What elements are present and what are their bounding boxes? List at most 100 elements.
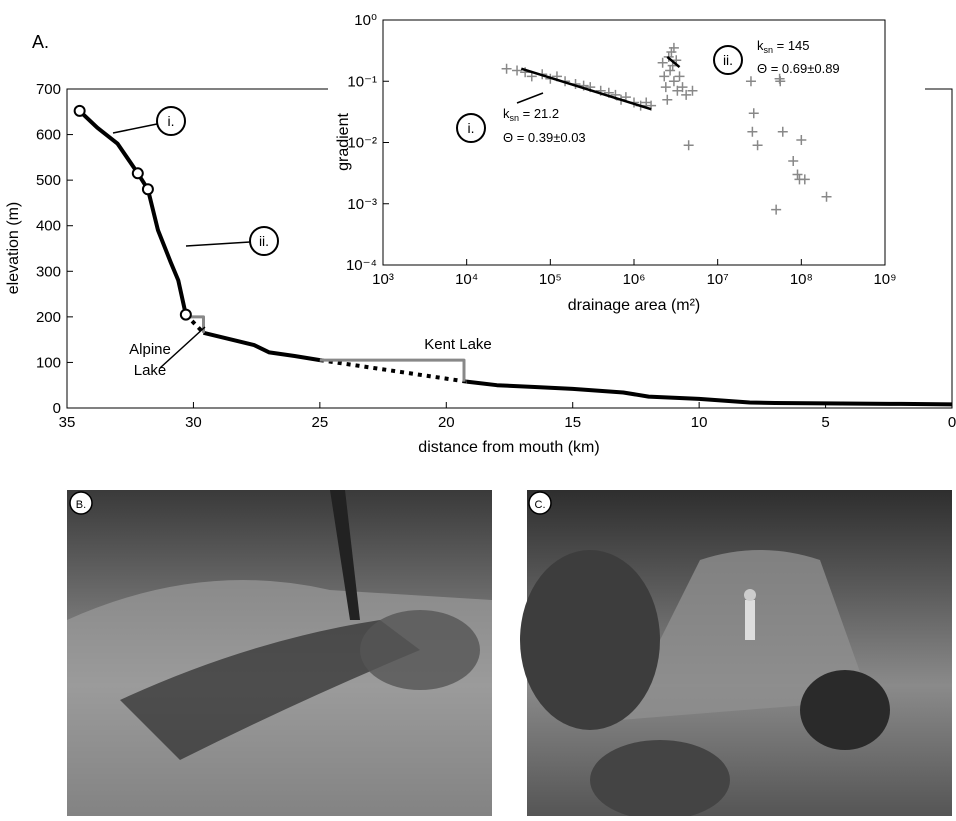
data-point — [668, 76, 679, 87]
y-tick-label: 300 — [36, 263, 61, 280]
annotation: ii. — [259, 233, 269, 249]
data-point — [677, 82, 688, 93]
y-tick-label: 200 — [36, 309, 61, 326]
profile-line — [520, 67, 652, 111]
data-point — [821, 191, 832, 202]
panel-label: B. — [76, 499, 86, 511]
knickpoint-marker — [179, 308, 192, 321]
data-point — [659, 71, 670, 82]
x-tick-label: 0 — [948, 414, 956, 431]
data-point — [777, 126, 788, 137]
x-tick-label: 20 — [438, 414, 455, 431]
y-tick-label: 100 — [36, 354, 61, 371]
x-axis-label: drainage area (m²) — [568, 297, 701, 314]
dotted-profile — [184, 313, 467, 384]
data-point — [672, 85, 683, 96]
x-axis-label: distance from mouth (km) — [418, 439, 599, 456]
data-point — [662, 94, 673, 105]
data-point — [775, 76, 786, 87]
panel-label: C. — [535, 499, 546, 511]
y-tick-label: 400 — [36, 218, 61, 235]
data-point — [668, 42, 679, 53]
annotation: ksn = 21.2 — [503, 106, 559, 123]
x-tick-label: 5 — [821, 414, 829, 431]
y-tick-label: 700 — [36, 81, 61, 98]
y-tick-label: 500 — [36, 172, 61, 189]
annotation-subscript: sn — [764, 45, 774, 55]
x-tick-label: 10⁹ — [873, 271, 896, 288]
y-axis-label: gradient — [335, 113, 352, 171]
annotation: Θ = 0.69±0.89 — [757, 61, 840, 76]
data-point — [687, 85, 698, 96]
x-tick-label: 25 — [312, 414, 329, 431]
annotation-part: = 21.2 — [519, 106, 559, 121]
x-tick-label: 35 — [59, 414, 76, 431]
x-tick-label: 10⁴ — [455, 271, 478, 288]
x-tick-label: 15 — [564, 414, 581, 431]
annotation: ksn = 145 — [757, 38, 810, 55]
x-tick-label: 10⁷ — [707, 271, 729, 288]
data-point — [799, 174, 810, 185]
annotation: Θ = 0.39±0.03 — [503, 130, 586, 145]
annotation: i. — [468, 120, 475, 136]
leader-line — [185, 241, 251, 247]
data-point — [501, 63, 512, 74]
panel-label: A. — [32, 32, 49, 52]
label-circle — [713, 45, 743, 75]
data-point — [788, 155, 799, 166]
label-circle — [456, 113, 486, 143]
data-point — [660, 82, 671, 93]
leader-line — [112, 123, 158, 134]
y-tick-label: 10⁰ — [354, 12, 377, 29]
label-circle — [156, 106, 186, 136]
x-tick-label: 10⁶ — [623, 271, 646, 288]
leader-line — [159, 326, 206, 369]
y-tick-label: 600 — [36, 127, 61, 144]
y-axis-label: elevation (m) — [5, 202, 22, 294]
annotation-part: k — [503, 106, 510, 121]
x-tick-label: 10⁵ — [539, 271, 562, 288]
y-tick-label: 10⁻² — [347, 135, 377, 152]
profile-line — [666, 55, 681, 69]
data-point — [512, 65, 523, 76]
annotation: ii. — [723, 52, 733, 68]
data-point — [771, 204, 782, 215]
label-circle — [249, 226, 279, 256]
data-point — [745, 76, 756, 87]
data-point — [792, 169, 803, 180]
profile-line — [185, 315, 466, 382]
annotation-subscript: sn — [510, 113, 520, 123]
data-point — [683, 140, 694, 151]
annotation-part: k — [757, 38, 764, 53]
y-tick-label: 10⁻¹ — [347, 73, 377, 90]
knickpoint-marker — [131, 167, 144, 180]
knickpoint-marker — [73, 104, 86, 117]
photo-c: C. — [520, 490, 952, 820]
y-tick-label: 10⁻³ — [347, 196, 377, 213]
data-point — [674, 71, 685, 82]
annotation: Kent Lake — [424, 336, 492, 353]
data-point — [796, 134, 807, 145]
data-point — [666, 47, 677, 58]
annotation: Alpine — [129, 341, 171, 358]
y-tick-label: 10⁻⁴ — [346, 257, 377, 274]
profile-chart: 35 30 25 20 15 10 5 00100200300400500600700dist… — [5, 81, 956, 456]
photo-b: B. — [67, 490, 492, 816]
data-point — [747, 126, 758, 137]
x-tick-label: 10⁸ — [790, 271, 813, 288]
knickpoint-marker — [141, 183, 154, 196]
data-point — [752, 140, 763, 151]
leader-line — [516, 92, 544, 104]
x-tick-label: 10 — [691, 414, 708, 431]
annotation-part: = 145 — [773, 38, 810, 53]
annotation: i. — [168, 113, 175, 129]
x-tick-label: 30 — [185, 414, 202, 431]
annotation: Lake — [134, 362, 167, 379]
y-tick-label: 0 — [53, 400, 61, 417]
data-point — [748, 108, 759, 119]
data-point — [681, 89, 692, 100]
data-point — [657, 57, 668, 68]
gradient-chart: 10³ 10⁴ 10⁵ 10⁶ 10⁷ 10⁸ 10⁹ 10⁻⁴ 10⁻³ 10⁻² 10⁻¹ 10⁰… — [335, 12, 897, 314]
